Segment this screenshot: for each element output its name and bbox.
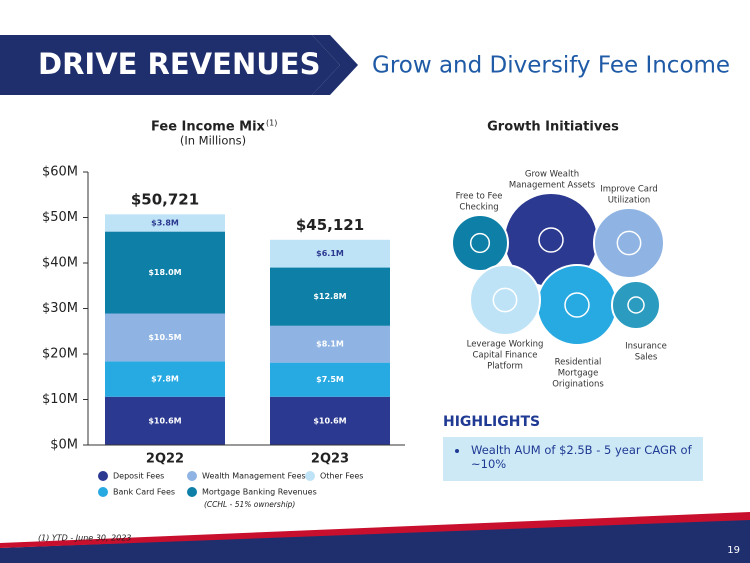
initiative-label: Management Assets (509, 181, 596, 191)
initiative-icon (564, 292, 590, 318)
initiative-label: Checking (459, 203, 498, 213)
value-label: $18.0M (148, 268, 181, 277)
legend-swatch (187, 487, 197, 497)
bar-segment (105, 214, 225, 232)
value-label: $7.8M (151, 375, 179, 384)
legend-label: Wealth Management Fees (202, 472, 306, 481)
initiative-label: Capital Finance (472, 351, 537, 361)
initiative-circle (536, 264, 618, 346)
legend-label: Other Fees (320, 472, 363, 481)
highlight-item: Wealth AUM of $2.5B - 5 year CAGR of ~10… (469, 443, 693, 471)
value-label: $6.1M (316, 249, 344, 258)
chart-title: Fee Income Mix (151, 120, 266, 135)
bar-segment (105, 231, 225, 314)
initiative-label: Mortgage (558, 369, 599, 379)
initiative-icon (469, 232, 491, 254)
initiative-label: Sales (635, 353, 658, 363)
value-label: $10.5M (148, 333, 181, 342)
initiative-circle (451, 214, 509, 272)
legend-label: Deposit Fees (113, 472, 164, 481)
header-subtitle: Grow and Diversify Fee Income (372, 53, 730, 79)
value-label: $7.5M (316, 375, 344, 384)
total-label: $50,721 (131, 191, 199, 209)
total-label: $45,121 (296, 216, 364, 234)
value-label: $3.8M (151, 218, 179, 227)
y-tick-label: $30M (42, 301, 78, 316)
value-label: $10.6M (148, 416, 181, 425)
page-number: 19 (727, 545, 740, 556)
bar-segment (105, 361, 225, 397)
footer-red (0, 512, 750, 548)
legend-note: (CCHL - 51% ownership) (204, 500, 295, 509)
initiative-circle (469, 264, 541, 336)
bar-segment (270, 396, 390, 445)
initiative-icon (627, 296, 645, 314)
initiative-label: Grow Wealth (525, 170, 579, 180)
legend-swatch (187, 471, 197, 481)
value-label: $8.1M (316, 340, 344, 349)
x-tick-label: 2Q23 (311, 452, 349, 467)
legend-label: Bank Card Fees (113, 488, 175, 497)
y-tick-label: $10M (42, 392, 78, 407)
bar-segment (270, 267, 390, 326)
value-label: $12.8M (313, 292, 346, 301)
initiative-icon (492, 287, 518, 313)
initiative-label: Insurance (625, 342, 667, 352)
initiative-label: Free to Fee (456, 192, 503, 202)
footer-navy (0, 518, 750, 563)
initiative-label: Leverage Working (467, 340, 544, 350)
bar-segment (270, 325, 390, 363)
legend-label: Mortgage Banking Revenues (202, 488, 317, 497)
header-chevron (312, 35, 358, 95)
header-band (0, 35, 340, 95)
footnote: (1) YTD - June 30, 2023 (38, 534, 131, 543)
bar-segment (270, 362, 390, 397)
bar-segment (105, 396, 225, 445)
y-tick-label: $20M (42, 347, 78, 362)
highlights-box: Wealth AUM of $2.5B - 5 year CAGR of ~10… (443, 437, 703, 481)
highlights-title: HIGHLIGHTS (443, 414, 541, 430)
legend-swatch (98, 471, 108, 481)
initiative-label: Residential (555, 358, 602, 368)
bar-segment (105, 313, 225, 362)
growth-title: Growth Initiatives (487, 120, 619, 135)
initiative-label: Utilization (608, 196, 651, 206)
legend-swatch (305, 471, 315, 481)
x-tick-label: 2Q22 (146, 452, 184, 467)
initiative-circle (611, 280, 661, 330)
initiative-circle (593, 207, 665, 279)
chart-subtitle: (In Millions) (180, 134, 246, 148)
initiative-icon (616, 230, 642, 256)
chart-title-note: (1) (266, 119, 277, 128)
y-tick-label: $40M (42, 256, 78, 271)
initiative-icon (538, 227, 564, 253)
header-title: DRIVE REVENUES (38, 47, 320, 81)
initiative-label: Platform (487, 362, 523, 372)
y-tick-label: $50M (42, 210, 78, 225)
legend-swatch (98, 487, 108, 497)
bar-segment (270, 239, 390, 268)
y-tick-label: $0M (50, 438, 78, 453)
initiative-label: Improve Card (600, 185, 658, 195)
initiative-label: Originations (552, 380, 604, 390)
y-tick-label: $60M (42, 165, 78, 180)
value-label: $10.6M (313, 416, 346, 425)
